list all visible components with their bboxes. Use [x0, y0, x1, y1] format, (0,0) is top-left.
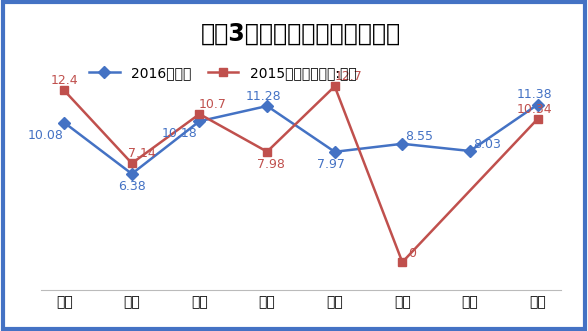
2015款优惠（单位:万） — [128, 161, 135, 165]
Text: 12.7: 12.7 — [335, 70, 362, 83]
2015款优惠（单位:万） — [534, 117, 541, 121]
2016款优惠 — [331, 150, 338, 154]
Line: 2015款优惠（单位:万）: 2015款优惠（单位:万） — [60, 82, 542, 266]
2015款优惠（单位:万） — [263, 150, 270, 154]
Legend: 2016款优惠, 2015款优惠（单位:万）: 2016款优惠, 2015款优惠（单位:万） — [89, 66, 356, 80]
Text: 10.08: 10.08 — [28, 128, 64, 142]
2016款优惠 — [466, 149, 473, 153]
2015款优惠（单位:万） — [399, 260, 406, 264]
Text: 6.38: 6.38 — [118, 180, 146, 193]
2016款优惠 — [196, 119, 203, 123]
Text: 11.38: 11.38 — [516, 88, 552, 101]
Text: 12.4: 12.4 — [51, 74, 78, 87]
Text: 11.28: 11.28 — [246, 90, 282, 103]
Text: 10.34: 10.34 — [516, 103, 552, 116]
2015款优惠（单位:万） — [196, 112, 203, 116]
Text: 7.14: 7.14 — [128, 147, 156, 160]
Text: 8.55: 8.55 — [405, 130, 433, 143]
2015款优惠（单位:万） — [61, 88, 68, 92]
2016款优惠 — [263, 104, 270, 108]
2015款优惠（单位:万） — [331, 84, 338, 88]
Title: 宝马3系各地区最高优惠对比图: 宝马3系各地区最高优惠对比图 — [201, 22, 401, 46]
2016款优惠 — [399, 142, 406, 146]
2016款优惠 — [128, 172, 135, 176]
Text: 8.03: 8.03 — [473, 138, 501, 151]
Text: 10.18: 10.18 — [161, 127, 197, 140]
Text: 0: 0 — [409, 247, 416, 260]
Text: 7.98: 7.98 — [256, 158, 285, 171]
Text: 7.97: 7.97 — [318, 158, 345, 171]
Text: 10.7: 10.7 — [199, 98, 227, 111]
Line: 2016款优惠: 2016款优惠 — [60, 100, 542, 178]
2016款优惠 — [61, 120, 68, 124]
2016款优惠 — [534, 103, 541, 107]
